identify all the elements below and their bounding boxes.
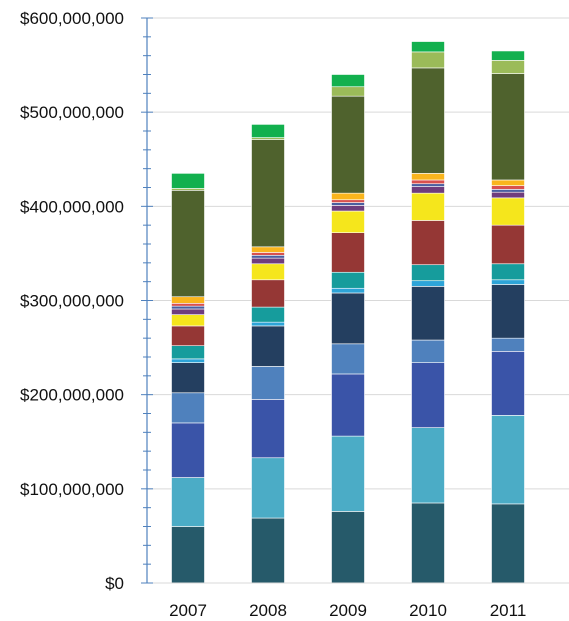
x-tick-labels: 200720082009201020112 (169, 601, 527, 620)
bar-segment-2007-8 (171, 314, 205, 327)
bar-segment-2011-12 (491, 179, 525, 186)
y-tick-label: $500,000,000 (20, 103, 124, 122)
bar-segment-2007-2 (171, 422, 205, 478)
bar-segment-2011-13 (491, 73, 525, 181)
bar-segment-2008-8 (251, 263, 285, 281)
bar-segment-2010-14 (411, 51, 445, 69)
bar-segment-2010-6 (411, 264, 445, 282)
bar-segment-2010-4 (411, 286, 445, 341)
bar-segment-2008-6 (251, 306, 285, 323)
bar-segment-2008-9 (251, 257, 285, 265)
bar-segment-2011-1 (491, 415, 525, 505)
bar-segment-2011-2 (491, 351, 525, 416)
x-tick-label: 2009 (329, 601, 367, 620)
x-tick-label: 2010 (409, 601, 447, 620)
bar-segment-2009-12 (331, 192, 365, 201)
bar-segment-2010-15 (411, 41, 445, 53)
bar-segment-2009-10 (331, 202, 365, 206)
bar-segment-2008-3 (251, 366, 285, 400)
bar-segment-2007-13 (171, 190, 205, 298)
bar-segment-2011-14 (491, 60, 525, 74)
y-tick-label: $200,000,000 (20, 386, 124, 405)
y-tick-labels: $0 $100,000,000 $200,000,000 $300,000,000 $4… (20, 9, 124, 593)
bar-segment-2009-3 (331, 343, 365, 375)
y-tick-label: $0 (105, 574, 124, 593)
bar-segment-2011-15 (491, 50, 525, 61)
bar-segment-2011-5 (491, 279, 525, 285)
y-tick-label: $300,000,000 (20, 292, 124, 311)
bar-segment-2007-5 (171, 358, 205, 363)
bar-segment-2010-10 (411, 183, 445, 187)
bar-segment-2010-3 (411, 339, 445, 363)
bar-segment-2008-11 (251, 252, 285, 256)
bar-segment-2011-11 (491, 185, 525, 190)
bar-segment-2011-6 (491, 263, 525, 281)
bar-segment-2011-7 (491, 224, 525, 265)
bar-segment-2008-10 (251, 255, 285, 259)
bar-segment-2009-9 (331, 205, 365, 212)
bar-segment-2009-7 (331, 232, 365, 273)
bar-segment-2008-1 (251, 457, 285, 519)
bar-segment-2008-0 (251, 517, 285, 584)
bar-segment-2009-5 (331, 287, 365, 294)
x-tick-label: 2011 (490, 601, 527, 620)
bar-segment-2010-1 (411, 427, 445, 504)
bar-segment-2007-4 (171, 362, 205, 394)
x-tick-label: 2007 (169, 601, 207, 620)
bar-segment-2010-8 (411, 192, 445, 221)
bar-segment-2007-6 (171, 345, 205, 360)
bar-segment-2011-8 (491, 197, 525, 226)
bar-segment-2008-5 (251, 321, 285, 327)
bar-segment-2010-2 (411, 362, 445, 428)
bar-segment-2007-12 (171, 296, 205, 304)
bar-segment-2008-15 (251, 124, 285, 138)
bar-segment-2009-6 (331, 271, 365, 289)
bar-segment-2010-5 (411, 280, 445, 287)
bar-segment-2009-0 (331, 511, 365, 584)
y-axis (141, 17, 569, 584)
y-tick-label: $600,000,000 (20, 9, 124, 28)
bar-segment-2010-12 (411, 173, 445, 181)
bar-segment-2009-13 (331, 95, 365, 194)
bar-segment-2011-9 (491, 191, 525, 199)
bar-segment-2011-3 (491, 337, 525, 352)
bar-segment-2008-4 (251, 325, 285, 367)
bar-segment-2007-7 (171, 325, 205, 346)
bar-segment-2010-7 (411, 220, 445, 266)
y-tick-label: $400,000,000 (20, 197, 124, 216)
bar-segment-2010-13 (411, 67, 445, 174)
x-tick-label: 2008 (249, 601, 287, 620)
bar-segment-2007-3 (171, 392, 205, 424)
bar-segment-2009-11 (331, 199, 365, 203)
bar-segment-2011-4 (491, 284, 525, 339)
bar-segment-2009-15 (331, 74, 365, 88)
bar-segment-2007-0 (171, 526, 205, 584)
bar-segment-2009-1 (331, 435, 365, 512)
bar-segment-2010-0 (411, 502, 445, 584)
bar-segment-2009-14 (331, 86, 365, 97)
bar-segment-2009-8 (331, 210, 365, 234)
bar-segment-2007-9 (171, 308, 205, 315)
bar-segment-2011-10 (491, 189, 525, 193)
bar-segment-2009-2 (331, 373, 365, 437)
bars (171, 41, 525, 584)
y-tick-label: $100,000,000 (20, 480, 124, 499)
bar-segment-2007-15 (171, 173, 205, 189)
bar-segment-2009-4 (331, 292, 365, 345)
bar-segment-2008-7 (251, 279, 285, 308)
bar-segment-2007-11 (171, 303, 205, 307)
bar-segment-2008-12 (251, 246, 285, 253)
bar-segment-2008-13 (251, 139, 285, 248)
bar-segment-2007-10 (171, 305, 205, 310)
bar-segment-2010-9 (411, 186, 445, 194)
bar-segment-2010-11 (411, 179, 445, 185)
bar-segment-2008-2 (251, 399, 285, 459)
bar-segment-2007-1 (171, 477, 205, 527)
bar-segment-2011-0 (491, 503, 525, 584)
